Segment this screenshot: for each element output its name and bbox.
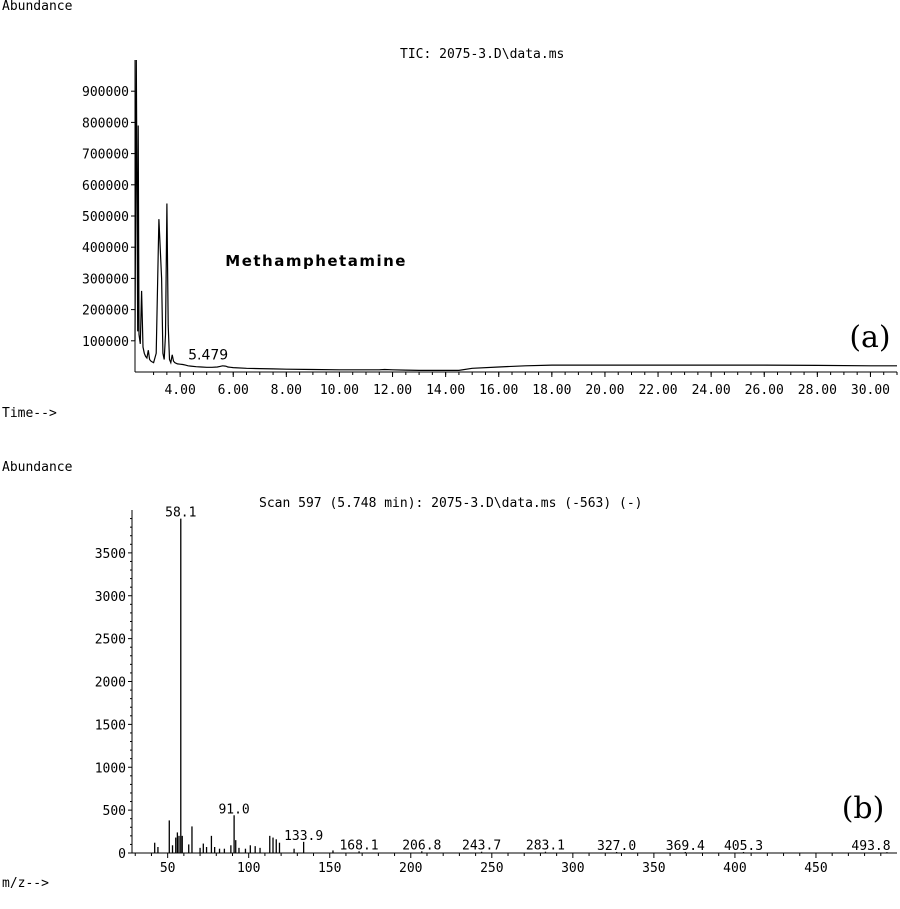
annotation-retention-time: 5.479 [188,348,228,364]
tic-trace [134,59,897,371]
panel-label-b: (b) [842,791,885,826]
x-tick-label-a: 18.00 [532,383,571,398]
x-tick-label-a: 20.00 [585,383,624,398]
panel-a: Abundance TIC: 2075-3.D\data.ms Time--> … [2,0,898,421]
peaks-b [154,518,888,853]
x-tick-label-a: 22.00 [638,383,677,398]
y-tick-label-b: 2000 [95,676,126,691]
ylabel-b: Abundance [2,460,73,475]
x-tick-label-a: 16.00 [479,383,518,398]
peak-label: 369.4 [666,839,705,854]
x-tick-label-a: 24.00 [692,383,731,398]
annotation-methamphetamine: Methamphetamine [225,252,407,270]
y-tick-label-a: 300000 [82,272,129,287]
y-tick-label-b: 0 [118,847,126,862]
y-tick-label-b: 2500 [95,633,126,648]
ticks-a: 100000 200000 300000 400000 500000 600000 7000… [82,85,898,398]
x-tick-label-b: 450 [804,861,827,876]
x-tick-label-a: 26.00 [745,383,784,398]
x-tick-label-a: 30.00 [851,383,890,398]
title-b: Scan 597 (5.748 min): 2075-3.D\data.ms (… [259,496,643,511]
y-tick-label-b: 1000 [95,761,126,776]
peak-label: 405.3 [724,839,763,854]
y-tick-label-b: 500 [103,804,126,819]
peak-label: 327.0 [597,839,636,854]
x-tick-label-b: 150 [318,861,341,876]
x-tick-label-b: 50 [160,861,176,876]
x-tick-label-b: 300 [561,861,584,876]
x-tick-label-b: 200 [399,861,422,876]
panel-b: Abundance Scan 597 (5.748 min): 2075-3.D… [2,460,897,891]
x-tick-label-a: 12.00 [373,383,412,398]
peak-labels-b: 58.1 91.0 133.9 168.1 206.8 243.7 283.1 327.0 36… [165,506,890,855]
panel-label-a: (a) [849,320,890,355]
x-tick-label-b: 250 [480,861,503,876]
xlabel-a: Time--> [2,406,57,421]
y-tick-label-a: 800000 [82,116,129,131]
y-tick-label-b: 3000 [95,590,126,605]
peak-label: 91.0 [218,802,249,817]
x-tick-label-b: 100 [237,861,260,876]
y-tick-label-a: 700000 [82,148,129,163]
y-tick-label-a: 900000 [82,85,129,100]
y-tick-label-a: 400000 [82,241,129,256]
ylabel-a: Abundance [2,0,73,14]
x-tick-label-b: 350 [642,861,665,876]
title-a: TIC: 2075-3.D\data.ms [400,47,564,62]
peak-label: 58.1 [165,506,196,521]
x-tick-label-a: 4.00 [164,383,195,398]
x-tick-label-a: 14.00 [426,383,465,398]
peak-label: 206.8 [402,838,441,853]
x-tick-label-a: 28.00 [798,383,837,398]
y-tick-label-a: 100000 [82,335,129,350]
peak-label: 283.1 [526,839,565,854]
peak-label: 168.1 [339,838,378,853]
y-tick-label-a: 200000 [82,304,129,319]
y-tick-label-b: 3500 [95,547,126,562]
y-tick-label-a: 600000 [82,179,129,194]
x-tick-label-a: 8.00 [271,383,302,398]
peak-label: 493.8 [851,839,890,854]
y-tick-label-a: 500000 [82,210,129,225]
xlabel-b: m/z--> [2,876,49,891]
peak-label: 133.9 [284,829,323,844]
x-tick-label-b: 400 [723,861,746,876]
x-tick-label-a: 10.00 [320,383,359,398]
x-tick-label-a: 6.00 [218,383,249,398]
peak-label: 243.7 [462,839,501,854]
y-tick-label-b: 1500 [95,718,126,733]
ticks-b: 0 500 1000 1500 2000 2500 3000 3500 50 100 150 200 2… [95,518,882,876]
